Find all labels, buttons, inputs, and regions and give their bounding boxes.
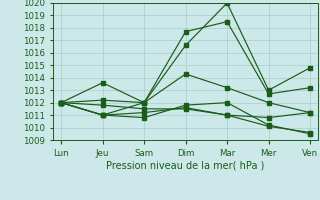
X-axis label: Pression niveau de la mer( hPa ): Pression niveau de la mer( hPa ): [107, 161, 265, 171]
